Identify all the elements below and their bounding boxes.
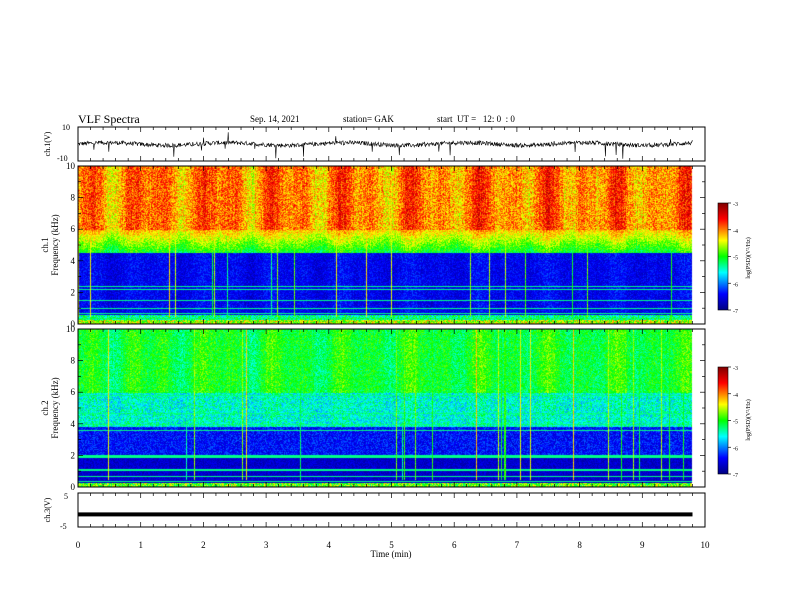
colorbar-tick-label: -6 — [733, 446, 738, 452]
ch1-waveform-ticks — [77, 127, 706, 161]
time-tick-label: 9 — [640, 540, 645, 550]
time-tick-label: 5 — [389, 540, 394, 550]
ch1-ylabel: ch.1(V) — [43, 131, 52, 156]
ch3-waveform-ticks — [77, 493, 706, 527]
colorbar-tick-label: -5 — [733, 256, 738, 262]
time-tick-label: 4 — [327, 540, 332, 550]
frequency-tick-label: 8 — [71, 356, 76, 366]
frequency-tick-label: 8 — [71, 193, 76, 203]
ch1-frequency-axis-label: Frequency (kHz) — [50, 214, 60, 275]
ch2-colorbar-label: log(PSD)(V²/Hz) — [745, 399, 752, 440]
frequency-tick-label: 10 — [66, 324, 76, 334]
colorbar-tick-label: -4 — [733, 393, 738, 399]
frequency-tick-label: 0 — [71, 482, 76, 492]
frequency-tick-label: 6 — [71, 224, 76, 234]
frequency-tick-label: 2 — [71, 450, 76, 460]
ch2-label: ch.2 — [40, 400, 50, 415]
time-tick-label: 10 — [701, 540, 711, 550]
colorbar-tick-label: -3 — [733, 202, 738, 208]
time-tick-label: 0 — [76, 540, 81, 550]
ch2-time-ticks — [77, 329, 706, 487]
ch1-ytick-bottom: -10 — [57, 154, 68, 163]
ch2-frequency-ticks: 0 2 4 6 8 10 — [66, 324, 705, 492]
colorbar-tick-label: -5 — [733, 420, 738, 426]
frequency-tick-label: 4 — [71, 256, 76, 266]
time-tick-label: 6 — [452, 540, 457, 550]
frequency-tick-label: 10 — [66, 161, 76, 171]
time-tick-label: 1 — [138, 540, 143, 550]
ch1-label: ch.1 — [40, 237, 50, 252]
ch3-ytick-bottom: -5 — [60, 522, 67, 531]
frequency-tick-label: 4 — [71, 419, 76, 429]
time-tick-label: 3 — [264, 540, 269, 550]
ch2-colorbar-ticks: -3 -4 -5 -6 -7 — [728, 366, 738, 479]
ch1-frequency-ticks: 0 2 4 6 8 10 — [66, 161, 705, 329]
ch3-waveform-panel: 5 -5 ch.3(V) 0 1 2 3 4 5 6 7 8 9 10 Time (min) — [43, 492, 710, 559]
colorbar-tick-label: -7 — [733, 309, 738, 315]
colorbar-tick-label: -7 — [733, 473, 738, 479]
station-label: station= GAK — [343, 114, 394, 124]
ch3-ylabel: ch.3(V) — [43, 497, 52, 522]
time-axis-label: Time (min) — [371, 549, 412, 559]
date-label: Sep. 14, 2021 — [250, 114, 300, 124]
ch1-spectrogram-image — [78, 166, 705, 324]
time-tick-label: 8 — [577, 540, 582, 550]
ch1-time-ticks — [77, 166, 706, 324]
ch2-frequency-axis-label: Frequency (kHz) — [50, 377, 60, 438]
time-tick-labels: 0 1 2 3 4 5 6 7 8 9 10 — [76, 540, 710, 550]
ch3-ytick-top: 5 — [64, 492, 68, 501]
ch2-spectrogram-image — [78, 329, 705, 487]
ch3-waveform-trace — [78, 512, 693, 517]
frequency-tick-label: 2 — [71, 287, 76, 297]
start-time-label: start UT = 12: 0 : 0 — [437, 114, 515, 124]
ch1-waveform-panel: 10 -10 ch.1(V) — [43, 123, 706, 163]
colorbar-tick-label: -6 — [733, 282, 738, 288]
ch1-waveform-trace — [77, 132, 694, 159]
ch1-colorbar-label: log(PSD)(V²/Hz) — [745, 237, 752, 278]
ch2-colorbar — [717, 366, 729, 475]
time-tick-label: 7 — [515, 540, 520, 550]
frequency-tick-label: 6 — [71, 387, 76, 397]
chart-title: VLF Spectra — [78, 112, 140, 126]
colorbar-tick-label: -3 — [733, 366, 738, 372]
ch1-colorbar — [717, 202, 729, 311]
ch3-waveform-frame — [77, 492, 706, 528]
ch1-colorbar-ticks: -3 -4 -5 -6 -7 — [728, 202, 738, 315]
colorbar-tick-label: -4 — [733, 229, 738, 235]
ch1-ytick-top: 10 — [62, 123, 70, 132]
frequency-tick-label: 0 — [71, 319, 76, 329]
time-tick-label: 2 — [201, 540, 206, 550]
